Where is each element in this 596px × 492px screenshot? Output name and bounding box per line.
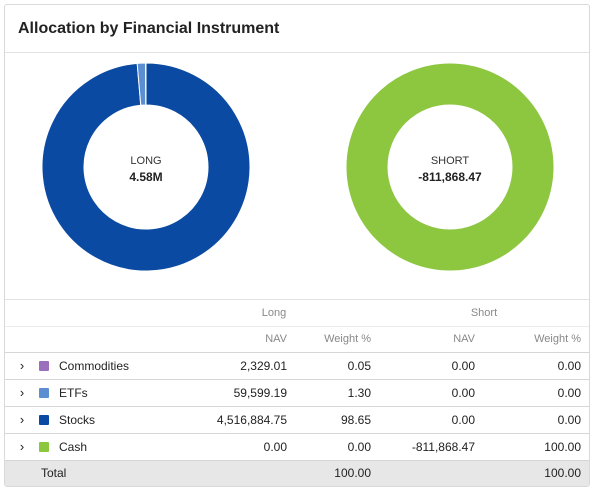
short-donut-center: SHORT -811,868.47 [390, 155, 510, 184]
table-row-commodities[interactable]: › Commodities 2,329.01 0.05 0.00 0.00 [5, 352, 589, 380]
short-weight-cell: 0.00 [483, 379, 589, 407]
long-weight-header: Weight % [295, 326, 379, 353]
long-slice-stocks[interactable] [41, 62, 251, 272]
long-center-label: LONG [130, 155, 162, 167]
short-weight-cell: 0.00 [483, 406, 589, 434]
short-nav-cell: 0.00 [379, 406, 483, 434]
table-total-row: Total 100.00 100.00 [5, 460, 589, 486]
long-nav-cell: 59,599.19 [169, 379, 295, 407]
short-nav-header: NAV [379, 326, 483, 353]
table-row-cash[interactable]: › Cash 0.00 0.00 -811,868.47 100.00 [5, 433, 589, 461]
row-name: ETFs [59, 385, 88, 400]
expand-chevron-icon[interactable]: › [5, 406, 39, 434]
short-weight-header: Weight % [483, 326, 589, 353]
long-weight-cell: 0.00 [295, 433, 379, 461]
short-donut-chart: SHORT -811,868.47 [345, 62, 555, 272]
long-donut-center: LONG 4.58M [86, 155, 206, 184]
expand-chevron-icon[interactable]: › [5, 379, 39, 407]
total-short-weight: 100.00 [483, 460, 589, 486]
total-long-weight: 100.00 [295, 460, 379, 486]
allocation-table: Long Short NAV Weight % NAV Weight % › C… [5, 300, 589, 486]
long-center-value: 4.58M [129, 170, 163, 184]
long-nav-header: NAV [169, 326, 295, 353]
short-group-header: Short [379, 300, 589, 327]
etfs-swatch [39, 387, 49, 398]
stocks-swatch [39, 414, 49, 425]
long-nav-cell: 0.00 [169, 433, 295, 461]
panel-header: Allocation by Financial Instrument [5, 5, 589, 53]
expand-chevron-icon[interactable]: › [5, 433, 39, 461]
long-nav-cell: 2,329.01 [169, 352, 295, 380]
commodities-swatch [39, 360, 49, 371]
short-nav-cell: 0.00 [379, 352, 483, 380]
charts-area: LONG 4.58M SHORT -811,868.47 [5, 53, 589, 300]
allocation-panel: Allocation by Financial Instrument LONG … [4, 4, 590, 487]
long-weight-cell: 0.05 [295, 352, 379, 380]
expand-chevron-icon[interactable]: › [5, 352, 39, 380]
table-group-header-row: Long Short [5, 300, 589, 327]
long-weight-cell: 98.65 [295, 406, 379, 434]
panel-title: Allocation by Financial Instrument [18, 19, 280, 37]
long-group-header: Long [169, 300, 379, 327]
table-row-etfs[interactable]: › ETFs 59,599.19 1.30 0.00 0.00 [5, 379, 589, 407]
long-weight-cell: 1.30 [295, 379, 379, 407]
short-nav-cell: -811,868.47 [379, 433, 483, 461]
short-center-value: -811,868.47 [418, 170, 482, 184]
table-sub-header-row: NAV Weight % NAV Weight % [5, 326, 589, 353]
cash-swatch [39, 441, 49, 452]
short-weight-cell: 100.00 [483, 433, 589, 461]
long-donut-svg [41, 62, 251, 272]
table-row-stocks[interactable]: › Stocks 4,516,884.75 98.65 0.00 0.00 [5, 406, 589, 434]
row-name: Commodities [59, 358, 130, 373]
short-nav-cell: 0.00 [379, 379, 483, 407]
long-nav-cell: 4,516,884.75 [169, 406, 295, 434]
total-label: Total [5, 460, 169, 486]
long-donut-chart: LONG 4.58M [41, 62, 251, 272]
short-weight-cell: 0.00 [483, 352, 589, 380]
row-name: Cash [59, 439, 88, 454]
short-center-label: SHORT [430, 155, 470, 167]
row-name: Stocks [59, 412, 96, 427]
